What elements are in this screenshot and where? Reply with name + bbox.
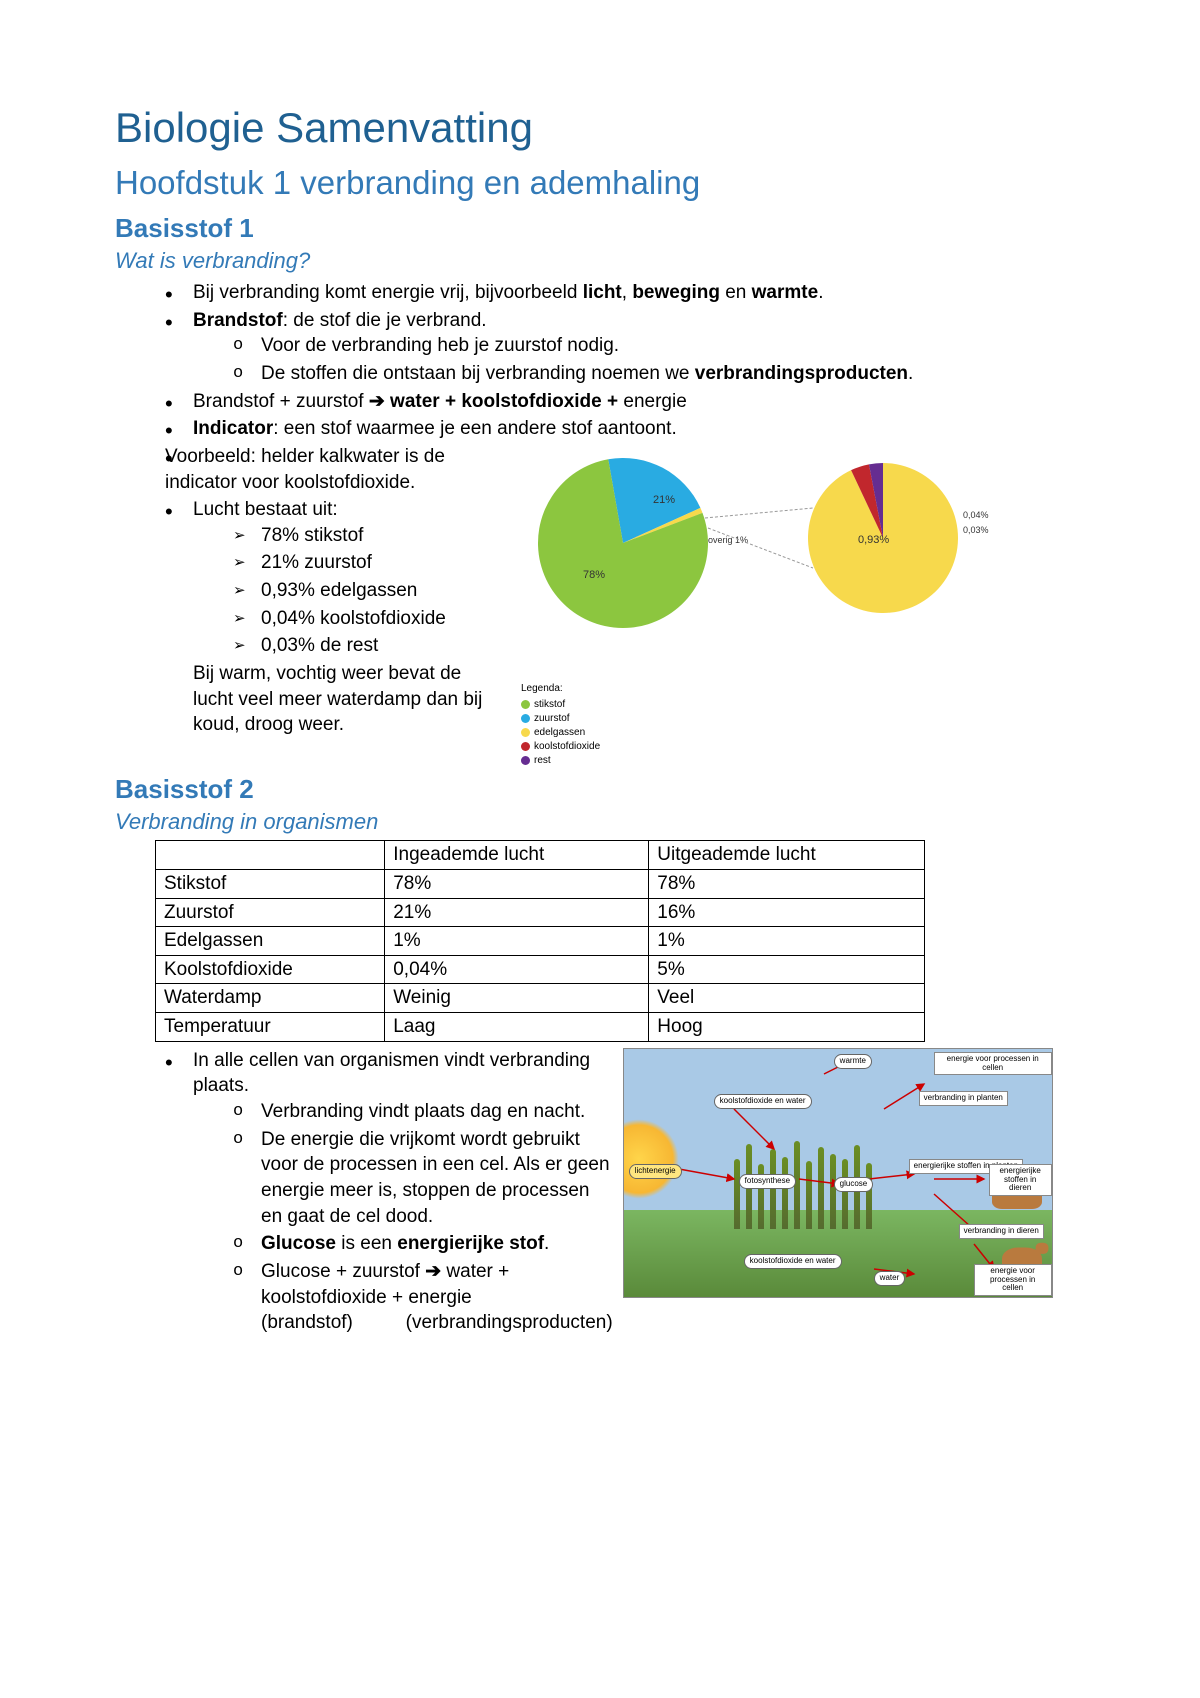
eco-box-energie-dier: energie voor processen in cellen — [974, 1264, 1052, 1296]
table-cell: 1% — [385, 927, 649, 956]
table-row: Zuurstof21%16% — [156, 898, 925, 927]
eco-bubble-glucose: glucose — [834, 1177, 874, 1192]
eco-box-erike-dier: energierijke stoffen in dieren — [989, 1164, 1052, 1196]
sub-day-night: Verbranding vindt plaats dag en nacht. — [233, 1099, 613, 1125]
table-cell: Koolstofdioxide — [156, 955, 385, 984]
svg-text:0,03%: 0,03% — [963, 525, 989, 535]
eco-box-verbr-dier: verbranding in dieren — [959, 1224, 1044, 1239]
table-row: Koolstofdioxide0,04%5% — [156, 955, 925, 984]
sub-verbrandingsproducten: De stoffen die ontstaan bij verbranding … — [233, 361, 1085, 387]
table-cell: 0,04% — [385, 955, 649, 984]
table-header: Uitgeademde lucht — [649, 841, 925, 870]
arrow-zuurstof: 21% zuurstof — [233, 550, 505, 576]
table-cell: 16% — [649, 898, 925, 927]
table-cell: Zuurstof — [156, 898, 385, 927]
arrow-rest: 0,03% de rest — [233, 633, 505, 659]
page-title: Biologie Samenvatting — [115, 100, 1085, 157]
table-header — [156, 841, 385, 870]
bullet-cells: In alle cellen van organismen vindt verb… — [165, 1048, 613, 1336]
pie-chart-container: 21% 78% overig 1% 0,93% 0,04% 0,03% Legenda: … — [513, 444, 1085, 768]
eco-box-verbr-plant: verbranding in planten — [919, 1091, 1008, 1106]
legend-item: zuurstof — [521, 712, 1085, 726]
table-cell: Edelgassen — [156, 927, 385, 956]
table-cell: Hoog — [649, 1013, 925, 1042]
table-cell: Temperatuur — [156, 1013, 385, 1042]
section-basisstof-1: Basisstof 1 — [115, 211, 1085, 246]
eco-bubble-foto: fotosynthese — [739, 1174, 796, 1189]
air-composition-table: Ingeademde luchtUitgeademde lucht Stikst… — [155, 840, 925, 1041]
table-cell: 78% — [385, 869, 649, 898]
table-header: Ingeademde lucht — [385, 841, 649, 870]
table-row: WaterdampWeinigVeel — [156, 984, 925, 1013]
table-cell: Laag — [385, 1013, 649, 1042]
table-cell: 21% — [385, 898, 649, 927]
section-basisstof-2: Basisstof 2 — [115, 772, 1085, 807]
eco-bubble-licht: lichtenergie — [629, 1164, 682, 1179]
table-cell: 1% — [649, 927, 925, 956]
bullet-equation: Brandstof + zuurstof ➔ water + koolstofd… — [165, 389, 1085, 415]
table-row: TemperatuurLaagHoog — [156, 1013, 925, 1042]
svg-text:78%: 78% — [583, 569, 605, 581]
eco-bubble-water: water — [874, 1271, 906, 1286]
sub-energy-process: De energie die vrijkomt wordt gebruikt v… — [233, 1127, 613, 1230]
sub-glucose: Glucose is een energierijke stof. — [233, 1231, 613, 1257]
table-row: Edelgassen1%1% — [156, 927, 925, 956]
legend-item: stikstof — [521, 698, 1085, 712]
table-cell: 5% — [649, 955, 925, 984]
arrow-edelgassen: 0,93% edelgassen — [233, 578, 505, 604]
table-row: Stikstof78%78% — [156, 869, 925, 898]
legend-item: koolstofdioxide — [521, 740, 1085, 754]
svg-text:0,93%: 0,93% — [858, 534, 889, 546]
arrow-stikstof: 78% stikstof — [233, 523, 505, 549]
ecosystem-diagram: warmte energie voor processen in cellen … — [623, 1048, 1053, 1298]
legend-item: rest — [521, 754, 1085, 768]
pie-legend: Legenda: stikstofzuurstofedelgassenkools… — [521, 682, 1085, 768]
table-cell: Veel — [649, 984, 925, 1013]
indicator-continued: Voorbeeld: helder kalkwater is de indica… — [165, 444, 505, 495]
bullet-indicator: Indicator: een stof waarmee je een ander… — [165, 416, 1085, 442]
table-cell: Stikstof — [156, 869, 385, 898]
eco-bubble-warmte: warmte — [834, 1054, 872, 1069]
svg-text:0,04%: 0,04% — [963, 510, 989, 520]
svg-text:21%: 21% — [653, 494, 675, 506]
subsection-verbranding-organismen: Verbranding in organismen — [115, 807, 1085, 837]
legend-item: edelgassen — [521, 726, 1085, 740]
bullet-lucht: Lucht bestaat uit: 78% stikstof 21% zuur… — [165, 497, 505, 738]
bullet-list-1: Bij verbranding komt energie vrij, bijvo… — [115, 280, 1085, 442]
table-cell: 78% — [649, 869, 925, 898]
sub-zuurstof: Voor de verbranding heb je zuurstof nodi… — [233, 333, 1085, 359]
svg-text:overig 1%: overig 1% — [708, 535, 748, 545]
eco-bubble-koolstof: koolstofdioxide en water — [714, 1094, 812, 1109]
eco-box-energie-plant: energie voor processen in cellen — [934, 1052, 1052, 1076]
air-composition-pie-chart: 21% 78% overig 1% 0,93% 0,04% 0,03% — [513, 448, 1013, 668]
eco-bubble-koolstof2: koolstofdioxide en water — [744, 1254, 842, 1269]
bullet-energy: Bij verbranding komt energie vrij, bijvo… — [165, 280, 1085, 306]
table-cell: Weinig — [385, 984, 649, 1013]
sub-glucose-eq: Glucose + zuurstof ➔ water + koolstofdio… — [233, 1259, 613, 1336]
arrow-koolstofdioxide: 0,04% koolstofdioxide — [233, 606, 505, 632]
bullet-brandstof: Brandstof: de stof die je verbrand. Voor… — [165, 308, 1085, 387]
subsection-wat-is-verbranding: Wat is verbranding? — [115, 246, 1085, 276]
table-cell: Waterdamp — [156, 984, 385, 1013]
chapter-title: Hoofdstuk 1 verbranding en ademhaling — [115, 161, 1085, 206]
